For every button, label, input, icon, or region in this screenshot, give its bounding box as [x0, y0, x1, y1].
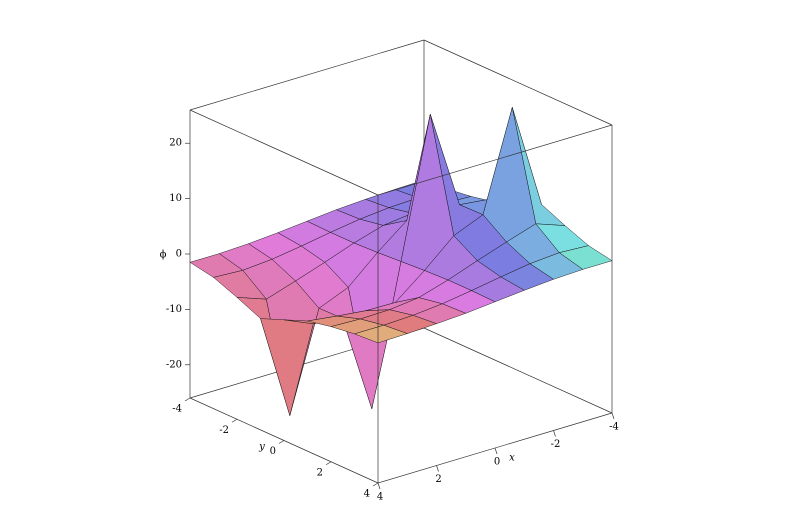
- box-edge: [423, 39, 613, 126]
- box-edge: [423, 327, 613, 414]
- x-tick-label: -4: [609, 422, 619, 433]
- x-tick-label: 4: [377, 492, 383, 503]
- y-tick-label: 4: [364, 489, 370, 500]
- x-tick-label: 2: [435, 474, 441, 485]
- y-tick-label: -2: [219, 425, 229, 436]
- z-axis-label: ϕ: [160, 250, 167, 261]
- z-tick-label: 10: [169, 193, 182, 204]
- box-edge: [377, 124, 613, 196]
- z-tick-label: -20: [166, 359, 182, 370]
- x-tick: [494, 447, 498, 455]
- y-tick-label: -4: [172, 404, 182, 415]
- y-tick-label: 2: [317, 467, 323, 478]
- x-tick-label: -2: [551, 439, 561, 450]
- y-tick: [184, 397, 191, 402]
- x-tick: [436, 465, 439, 472]
- x-tick: [553, 430, 556, 437]
- y-axis-label: y: [258, 442, 265, 453]
- x-tick: [611, 412, 615, 420]
- z-tick-label: 0: [176, 249, 182, 260]
- surface: [189, 107, 613, 416]
- box-edge: [189, 109, 379, 196]
- y-tick: [372, 482, 379, 487]
- x-tick: [377, 482, 381, 490]
- x-tick-label: 0: [494, 457, 500, 468]
- y-tick: [278, 440, 285, 444]
- y-tick: [325, 461, 332, 466]
- z-tick-label: 20: [169, 138, 182, 149]
- surface-patch: [260, 318, 314, 416]
- box-edge: [189, 39, 425, 111]
- y-tick: [231, 418, 238, 423]
- y-tick-label: 0: [270, 446, 276, 457]
- x-axis-label: x: [509, 453, 515, 464]
- z-tick-label: -10: [166, 304, 182, 315]
